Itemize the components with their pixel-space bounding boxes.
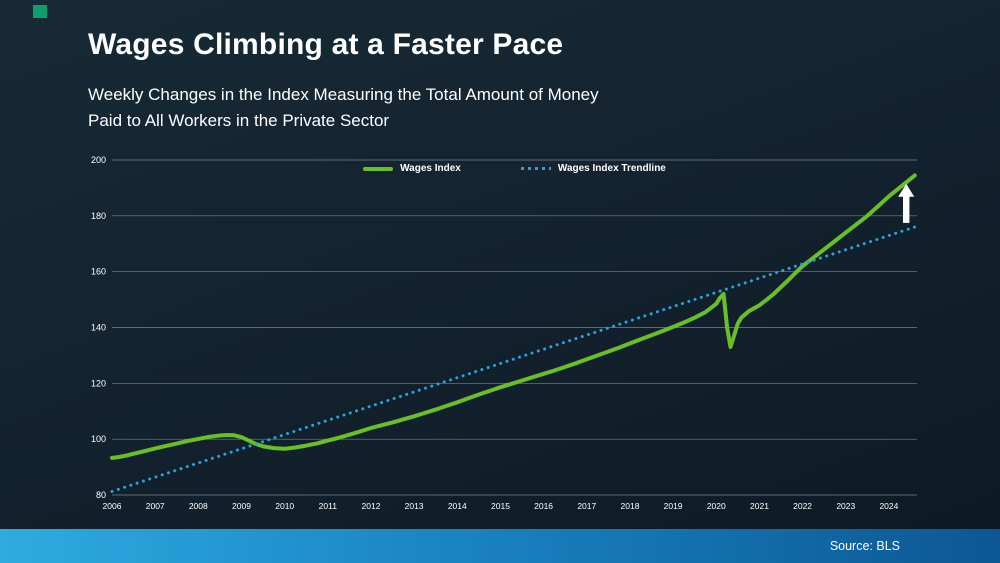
- x-tick-label: 2018: [621, 501, 640, 511]
- x-tick-label: 2011: [319, 501, 338, 511]
- page-title: Wages Climbing at a Faster Pace: [88, 28, 564, 61]
- y-tick-label: 100: [91, 434, 106, 444]
- x-tick-label: 2006: [103, 501, 122, 511]
- x-tick-label: 2012: [362, 501, 381, 511]
- chart-legend: Wages Index Wages Index Trendline: [112, 163, 917, 174]
- trendline-swatch: [520, 167, 551, 170]
- y-tick-label: 160: [91, 267, 106, 277]
- x-tick-label: 2008: [189, 501, 208, 511]
- subtitle: Weekly Changes in the Index Measuring th…: [88, 82, 599, 134]
- x-tick-label: 2007: [146, 501, 165, 511]
- x-tick-label: 2010: [275, 501, 294, 511]
- x-tick-label: 2014: [448, 501, 467, 511]
- y-tick-label: 180: [91, 211, 106, 221]
- x-tick-label: 2009: [232, 501, 251, 511]
- wages-index-swatch: [363, 166, 394, 171]
- x-tick-label: 2020: [707, 501, 726, 511]
- y-tick-label: 200: [91, 155, 106, 165]
- x-tick-label: 2017: [577, 501, 596, 511]
- y-tick-label: 80: [96, 490, 106, 500]
- source-label: Source: BLS: [829, 539, 900, 553]
- x-tick-label: 2024: [879, 501, 898, 511]
- corner-accent-square: [33, 5, 47, 18]
- x-tick-label: 2022: [793, 501, 812, 511]
- legend-label-trendline: Wages Index Trendline: [557, 163, 666, 174]
- trendline-line: [110, 225, 917, 493]
- x-tick-label: 2016: [534, 501, 553, 511]
- y-tick-label: 120: [91, 378, 106, 388]
- x-tick-label: 2015: [491, 501, 510, 511]
- wages-index-line: [110, 173, 917, 460]
- y-tick-label: 140: [91, 323, 106, 333]
- subtitle-line-1: Weekly Changes in the Index Measuring th…: [88, 85, 599, 104]
- wages-line-chart: 80 100 120 140 160 180 200 2006 2007 2008 2009 2010…: [91, 155, 917, 511]
- legend-label-wages-index: Wages Index: [400, 163, 461, 174]
- subtitle-line-2: Paid to All Workers in the Private Secto…: [88, 111, 390, 130]
- x-tick-label: 2013: [405, 501, 424, 511]
- x-tick-label: 2021: [750, 501, 769, 511]
- legend-item-trendline: Wages Index Trendline: [520, 163, 666, 174]
- x-tick-label: 2023: [836, 501, 855, 511]
- legend-item-wages-index: Wages Index: [363, 163, 461, 174]
- up-arrow-icon: [898, 183, 915, 223]
- footer-bar: Source: BLS: [0, 529, 1000, 563]
- x-tick-label: 2019: [664, 501, 683, 511]
